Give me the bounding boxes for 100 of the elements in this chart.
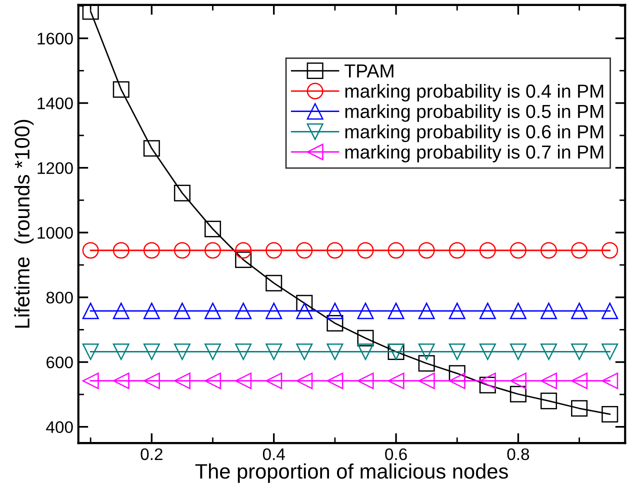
point	[571, 400, 588, 417]
point	[143, 343, 160, 360]
point	[204, 302, 222, 320]
point	[235, 242, 252, 259]
point	[357, 330, 374, 346]
x-tick-label: 0.4	[262, 448, 285, 460]
point	[540, 392, 558, 410]
y-tick-label: 1200	[38, 162, 73, 174]
point	[82, 343, 99, 360]
legend-label: marking probability is 0.4 in PM	[345, 84, 604, 102]
point	[326, 302, 344, 320]
point	[602, 302, 618, 320]
point	[540, 372, 558, 390]
point	[174, 242, 190, 259]
point	[357, 242, 374, 259]
point	[296, 343, 313, 360]
point	[357, 343, 374, 360]
point	[357, 372, 374, 390]
point	[479, 343, 496, 360]
point	[357, 302, 374, 320]
point	[112, 302, 130, 320]
point	[388, 242, 404, 259]
point	[571, 242, 588, 259]
point	[143, 302, 160, 320]
point	[418, 343, 435, 360]
point	[602, 406, 618, 422]
y-tick-label: 600	[46, 356, 73, 368]
y-tick-label: 400	[46, 421, 73, 434]
point	[266, 372, 282, 390]
x-tick-label: 0.2	[140, 448, 162, 460]
point	[602, 343, 618, 360]
point	[112, 81, 130, 98]
y-tick-label: 1400	[38, 97, 73, 110]
point	[602, 242, 618, 259]
point	[174, 343, 190, 360]
point	[266, 343, 282, 360]
point	[174, 372, 190, 390]
point	[448, 302, 466, 320]
point	[510, 242, 526, 259]
point	[418, 372, 435, 390]
point	[418, 242, 435, 259]
point	[479, 242, 496, 259]
point	[326, 242, 344, 259]
point	[82, 242, 99, 259]
legend-label: marking probability is 0.6 in PM	[345, 124, 604, 142]
point	[296, 372, 313, 390]
point	[418, 302, 435, 320]
point	[235, 343, 252, 360]
point	[388, 302, 404, 320]
point	[296, 242, 313, 259]
legend-label: TPAM	[344, 64, 394, 78]
point	[326, 372, 344, 390]
point	[174, 184, 190, 202]
point	[540, 242, 558, 259]
point	[204, 242, 222, 259]
legend-label: marking probability is 0.7 in PM	[345, 144, 604, 162]
point	[204, 372, 222, 390]
point	[326, 343, 344, 360]
point	[510, 302, 526, 320]
point	[112, 242, 130, 259]
point	[235, 252, 252, 268]
x-tick-label: 0.6	[385, 448, 407, 460]
y-tick-label: 800	[46, 292, 73, 304]
point	[326, 314, 344, 332]
point	[112, 372, 130, 390]
point	[266, 302, 282, 320]
point	[571, 302, 588, 320]
x-tick-label: 0.8	[507, 448, 530, 460]
point	[448, 242, 466, 259]
point	[602, 372, 618, 390]
point	[204, 220, 222, 238]
point	[266, 274, 282, 292]
point	[571, 372, 588, 390]
point	[143, 372, 160, 390]
point	[235, 372, 252, 390]
point	[143, 140, 160, 157]
point	[448, 372, 466, 390]
point	[82, 302, 99, 320]
point	[418, 355, 435, 372]
point	[143, 242, 160, 259]
point	[174, 302, 190, 320]
legend-label: marking probability is 0.5 in PM	[345, 104, 604, 122]
point	[235, 302, 252, 320]
y-tick-label: 1600	[38, 32, 73, 45]
point	[448, 343, 466, 360]
point	[296, 302, 313, 320]
point	[266, 242, 282, 259]
point	[510, 343, 526, 360]
point	[510, 386, 526, 402]
point	[479, 302, 496, 320]
y-axis-title: Lifetime (rounds *100)	[14, 120, 34, 328]
point	[204, 343, 222, 360]
point	[510, 372, 526, 390]
point	[82, 372, 99, 390]
point	[112, 343, 130, 360]
point	[540, 343, 558, 360]
point	[540, 302, 558, 320]
y-tick-label: 1000	[38, 226, 73, 239]
point	[571, 343, 588, 360]
point	[388, 372, 404, 390]
